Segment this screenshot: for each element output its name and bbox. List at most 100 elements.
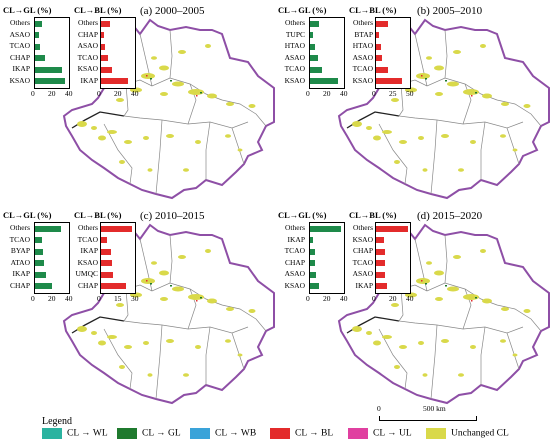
gl-category-label: CHAP: [284, 257, 305, 267]
gl-bar: [310, 43, 316, 50]
legend-swatch: [270, 428, 290, 439]
gl-category-label: Others: [285, 18, 305, 27]
gl-chart: [309, 17, 345, 89]
bl-category-label: IKAP: [80, 75, 98, 85]
bl-tick-label: 0: [97, 89, 101, 98]
bl-tick-label: 15: [114, 294, 122, 303]
legend-title: Legend: [42, 416, 72, 427]
gl-tick-label: 0: [31, 89, 35, 98]
legend-item: CL → BL: [270, 428, 333, 440]
gl-tick-label: 0: [31, 294, 35, 303]
gl-chart-title: CL→GL (%): [3, 5, 52, 15]
panel-title: (c) 2010–2015: [140, 210, 205, 222]
gl-category-label: CHAP: [9, 52, 30, 62]
bl-category-label: UMQC: [75, 269, 98, 278]
gl-bar: [310, 32, 314, 38]
bl-bar: [101, 283, 126, 289]
gl-bar: [310, 20, 319, 27]
gl-tick-label: 0: [306, 89, 310, 98]
gl-category-label: KSAO: [284, 75, 305, 85]
gl-bar: [310, 78, 339, 84]
gl-bar: [35, 237, 42, 243]
panel-title: (a) 2000–2005: [140, 5, 205, 17]
bl-category-label: TCAO: [352, 64, 373, 73]
gl-bar: [310, 248, 316, 255]
bl-chart: [100, 17, 136, 89]
gl-category-label: CHAP: [9, 280, 30, 290]
gl-bar: [35, 43, 41, 50]
gl-tick-label: 40: [65, 294, 73, 303]
bl-bar: [101, 55, 108, 61]
bl-tick-label: 40: [406, 294, 414, 303]
bl-bar: [376, 260, 386, 266]
legend-swatch: [190, 428, 210, 439]
bl-category-label: ASAO: [77, 41, 98, 50]
legend-label: CL → WB: [215, 428, 257, 439]
panel-d: (d) 2015–2020 CL→GL (%) CL→BL (%) Others…: [275, 205, 550, 410]
bl-bar: [101, 271, 114, 278]
gl-chart-title: CL→GL (%): [278, 5, 327, 15]
gl-category-label: Others: [10, 223, 30, 232]
bl-bar: [101, 32, 105, 38]
bl-category-label: Others: [353, 18, 373, 27]
bl-category-label: KSAO: [352, 234, 373, 244]
bl-category-label: IKAP: [80, 246, 98, 255]
gl-tick-label: 40: [340, 89, 348, 98]
gl-bar: [310, 237, 314, 243]
bl-tick-label: 50: [406, 89, 414, 98]
gl-category-label: ATAO: [10, 257, 30, 267]
legend-item: CL → WB: [190, 428, 256, 440]
gl-tick-label: 20: [48, 294, 56, 303]
gl-category-label: TUPC: [285, 29, 305, 39]
gl-bar: [310, 283, 319, 289]
scale-zero: 0: [377, 404, 381, 413]
gl-bar: [310, 260, 316, 266]
legend-label: CL → GL: [142, 428, 181, 439]
bl-bar: [376, 55, 383, 61]
gl-bar: [35, 66, 63, 73]
gl-category-label: TCAO: [9, 41, 30, 50]
gl-bar: [310, 55, 318, 61]
gl-bar: [35, 78, 65, 84]
bl-category-label: Others: [353, 223, 373, 232]
legend-label: CL → BL: [295, 428, 334, 439]
gl-chart: [34, 17, 70, 89]
bl-category-label: TCAO: [77, 234, 98, 244]
bl-category-label: CHAP: [77, 29, 98, 39]
legend-item: CL → UL: [348, 428, 412, 440]
bl-category-label: IKAP: [355, 280, 373, 290]
bl-chart-title: CL→BL (%): [74, 210, 122, 220]
gl-bar: [35, 248, 43, 255]
bl-tick-label: 0: [372, 89, 376, 98]
bl-category-label: ASAO: [352, 269, 373, 278]
bl-bar: [376, 32, 380, 38]
legend-label: Unchanged CL: [451, 428, 509, 439]
gl-category-label: ASAO: [9, 29, 30, 39]
gl-category-label: Others: [10, 18, 30, 27]
gl-bar: [35, 20, 42, 27]
scale-bar: 0 500 km: [377, 404, 479, 424]
bl-category-label: KSAO: [77, 64, 98, 73]
bl-category-label: Others: [78, 18, 98, 27]
bl-category-label: Others: [78, 223, 98, 232]
legend-swatch: [117, 428, 137, 439]
bl-bar: [376, 271, 386, 278]
bl-category-label: BTAP: [354, 29, 373, 39]
gl-bar: [35, 32, 40, 38]
gl-bar: [35, 283, 52, 289]
gl-category-label: ASAO: [284, 269, 305, 278]
legend-swatch: [42, 428, 62, 439]
gl-category-label: KSAO: [9, 75, 30, 85]
bl-chart-title: CL→BL (%): [74, 5, 122, 15]
gl-category-label: Others: [285, 223, 305, 232]
panel-b: (b) 2005–2010 CL→GL (%) CL→BL (%) Others…: [275, 0, 550, 205]
legend-label: CL → WL: [67, 428, 108, 439]
bl-bar: [101, 248, 112, 255]
bl-chart: [375, 17, 411, 89]
legend-swatch: [426, 428, 446, 439]
gl-tick-label: 0: [306, 294, 310, 303]
bl-tick-label: 20: [389, 294, 397, 303]
legend-item: CL → GL: [117, 428, 181, 440]
gl-chart: [309, 222, 345, 294]
bl-chart-title: CL→BL (%): [349, 210, 397, 220]
